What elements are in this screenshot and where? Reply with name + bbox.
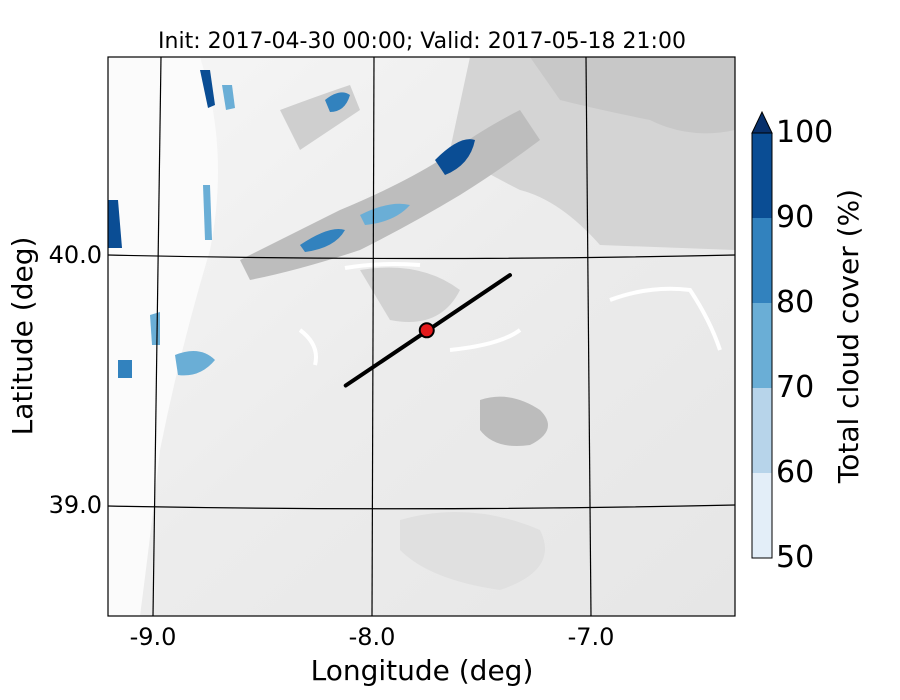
colorbar-band [752,388,772,473]
colorbar-ticks: 50 60 70 80 90 100 [776,115,833,575]
colorbar-frame [751,132,773,559]
cloud-patch [435,139,475,175]
terrain-hills [480,396,548,446]
colorbar-tick-label: 90 [776,200,814,235]
cloud-patch [360,203,410,225]
colorbar-band [752,218,772,303]
meridian-line [152,57,162,616]
parallel-line [108,504,735,510]
cloud-patch [300,229,345,252]
colorbar-band [752,303,772,388]
y-tick-label: 40.0 [49,241,102,269]
cloud-patch [108,200,122,248]
cloud-patch [222,85,235,110]
terrain-south-hills [400,512,545,590]
map-frame [107,56,736,617]
x-axis-label: Longitude (deg) [311,654,534,687]
terrain-central [360,267,460,322]
colorbar-tick-label: 50 [776,540,814,575]
x-tick-label: -9.0 [130,623,177,651]
chart-title: Init: 2017-04-30 00:00; Valid: 2017-05-1… [158,29,686,54]
colorbar-bands [752,133,772,558]
y-tick-label: 39.0 [49,491,102,519]
meridian-line [585,57,592,616]
location-marker [418,322,435,339]
colorbar-label: Total cloud cover (%) [832,189,865,484]
x-tick-label: -8.0 [349,623,396,651]
colorbar-tick-label: 100 [776,115,833,150]
map-area [108,57,735,616]
y-axis-label: Latitude (deg) [6,237,39,436]
graticule [108,57,735,616]
meridian-line [371,57,375,616]
colorbar-tick-label: 80 [776,285,814,320]
cloud-patch [203,185,212,240]
colorbar-tick-label: 60 [776,455,814,490]
colorbar-band [752,473,772,558]
colorbar-tick-label: 70 [776,370,814,405]
terrain-plateau-dark [530,57,735,134]
x-tick-label: -7.0 [568,623,615,651]
cloud-patch [325,92,350,112]
colorbar: 50 60 70 80 90 100 Total cloud cover (%) [751,110,865,575]
cloud-patch [118,360,132,378]
colorbar-band [752,133,772,218]
colorbar-extend-arrow [751,110,773,134]
coastal-plain [108,57,218,616]
cloud-patch [175,351,215,376]
river [298,262,722,366]
cloud-patch [200,70,215,108]
parallel-line [108,254,735,260]
